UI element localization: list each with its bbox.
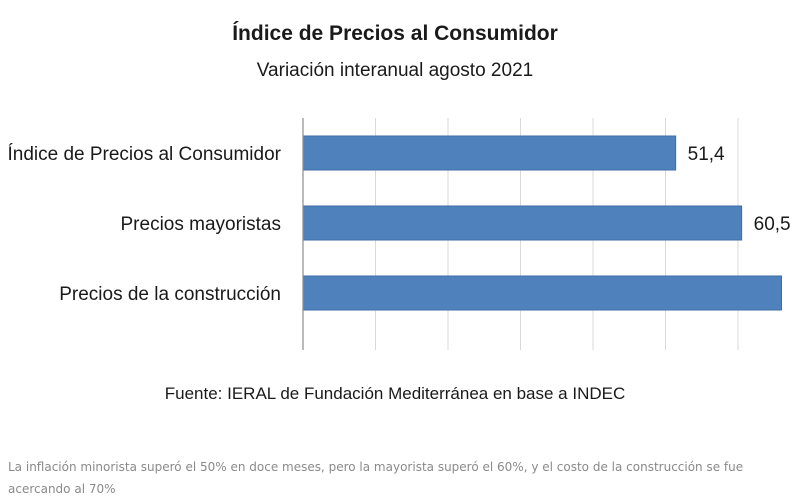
- bar: [302, 205, 743, 241]
- chart-subtitle: Variación interanual agosto 2021: [256, 60, 534, 81]
- chart-source: Fuente: IERAL de Fundación Mediterránea …: [164, 384, 626, 403]
- category-labels: Índice de Precios al Consumidor Precios m…: [7, 144, 281, 305]
- category-label: Índice de Precios al Consumidor: [7, 144, 281, 165]
- value-label: 51,4: [688, 144, 725, 165]
- category-label: Precios de la construcción: [59, 284, 281, 305]
- chart-title: Índice de Precios al Consumidor: [232, 22, 558, 45]
- category-label: Precios mayoristas: [121, 214, 282, 235]
- bar: [302, 275, 782, 311]
- bar: [302, 135, 677, 171]
- bar-chart: Índice de Precios al Consumidor Precios m…: [7, 118, 790, 350]
- value-labels: 51,460,566: [688, 144, 790, 235]
- image-caption: La inflación minorista superó el 50% en …: [8, 460, 744, 496]
- value-label: 60,5: [754, 214, 790, 235]
